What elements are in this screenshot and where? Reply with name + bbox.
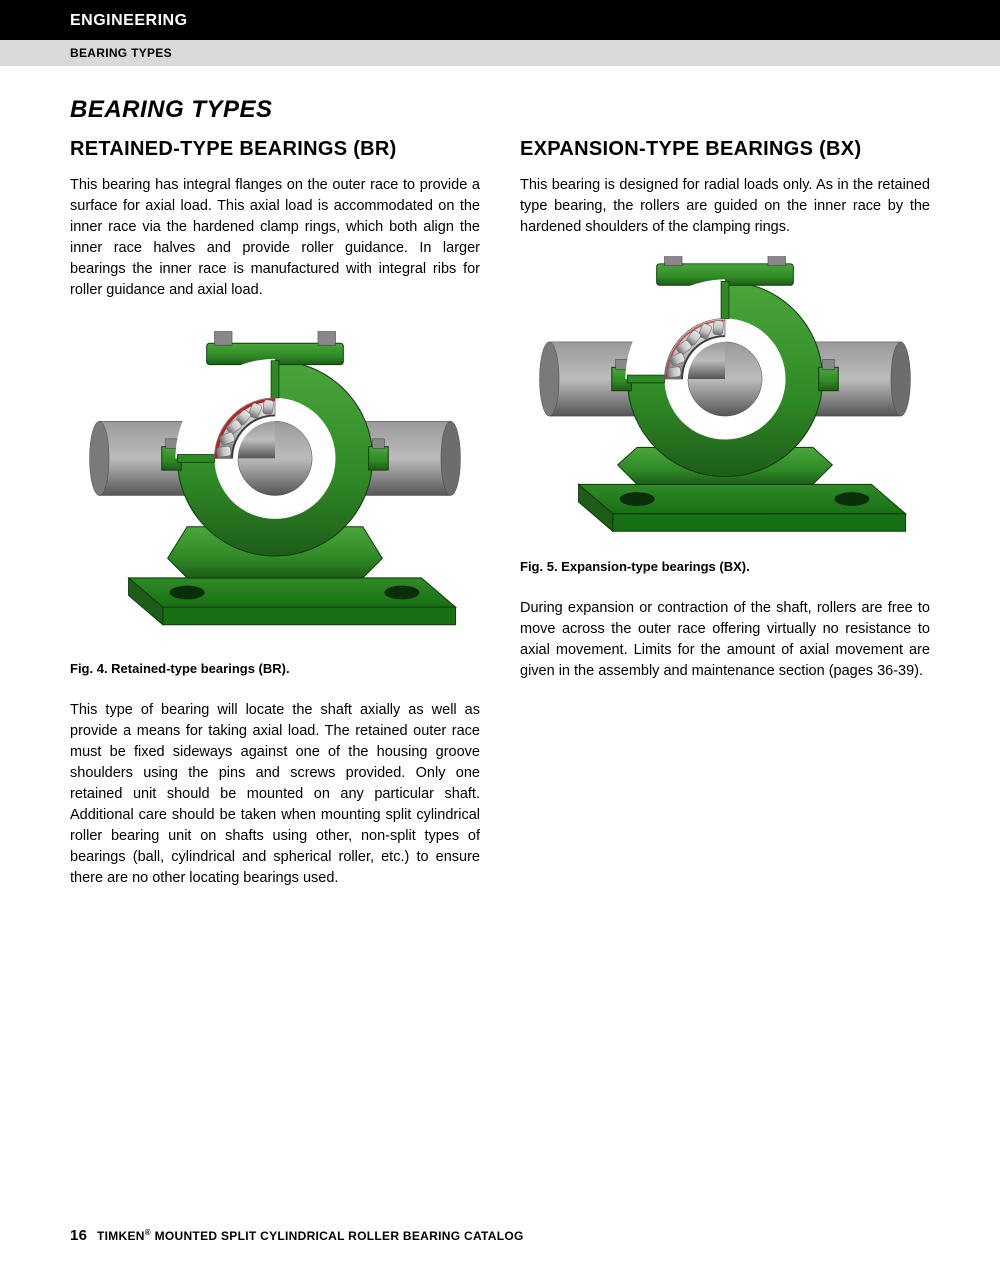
page-footer: 16 TIMKEN® MOUNTED SPLIT CYLINDRICAL ROL… (70, 1227, 524, 1244)
left-section-heading: RETAINED-TYPE BEARINGS (BR) (70, 138, 480, 161)
left-paragraph-1: This bearing has integral flanges on the… (70, 175, 480, 301)
left-column: RETAINED-TYPE BEARINGS (BR) This bearing… (70, 138, 480, 907)
right-paragraph-2: During expansion or contraction of the s… (520, 598, 930, 682)
figure-5-caption: Fig. 5. Expansion-type bearings (BX). (520, 559, 930, 574)
figure-4: Fig. 4. Retained-type bearings (BR). (70, 319, 480, 700)
footer-brand: TIMKEN (97, 1229, 145, 1243)
header-black-bar: ENGINEERING (0, 0, 1000, 40)
right-column: EXPANSION-TYPE BEARINGS (BX) This bearin… (520, 138, 930, 907)
bearing-br-illustration (70, 319, 480, 651)
header-gray-bar: BEARING TYPES (0, 40, 1000, 66)
bearing-bx-illustration (520, 256, 930, 549)
page-number: 16 (70, 1227, 87, 1244)
two-column-layout: RETAINED-TYPE BEARINGS (BR) This bearing… (70, 138, 930, 907)
right-paragraph-1: This bearing is designed for radial load… (520, 175, 930, 238)
figure-4-caption: Fig. 4. Retained-type bearings (BR). (70, 661, 480, 676)
page-content: BEARING TYPES RETAINED-TYPE BEARINGS (BR… (0, 66, 1000, 907)
header-subtitle: BEARING TYPES (70, 46, 1000, 60)
left-paragraph-2: This type of bearing will locate the sha… (70, 700, 480, 889)
right-section-heading: EXPANSION-TYPE BEARINGS (BX) (520, 138, 930, 161)
footer-catalog-name: MOUNTED SPLIT CYLINDRICAL ROLLER BEARING… (151, 1229, 524, 1243)
page-heading: BEARING TYPES (70, 96, 930, 124)
header-title: ENGINEERING (70, 12, 1000, 30)
figure-5: Fig. 5. Expansion-type bearings (BX). (520, 256, 930, 598)
